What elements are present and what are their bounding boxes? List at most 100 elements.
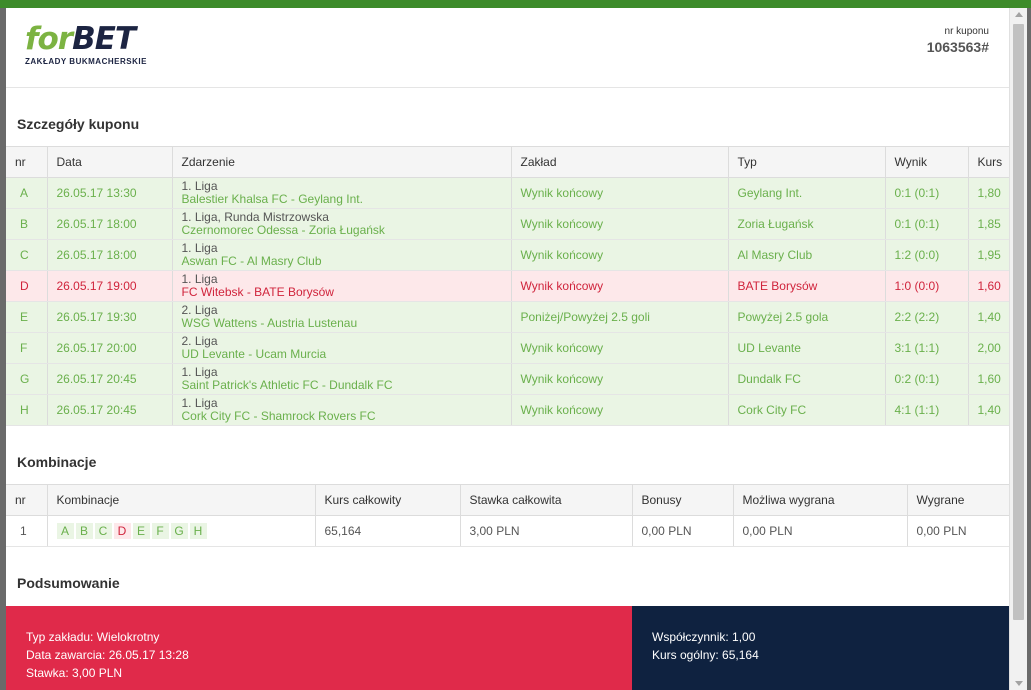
selection-odds: 1,85: [968, 208, 1009, 240]
selection-event-name: Czernomorec Odessa - Zoria Ługańsk: [181, 223, 385, 237]
selection-league: 2. Liga: [181, 334, 218, 348]
summary-coefficient: Współczynnik: 1,00: [652, 630, 756, 644]
selection-date: 26.05.17 20:00: [47, 332, 173, 364]
selection-bet: Wynik końcowy: [511, 208, 729, 240]
selection-row: H 26.05.17 20:45 1. Liga Cork City FC - Sha…: [6, 394, 1009, 426]
selection-event-name: FC Witebsk - BATE Borysów: [181, 285, 334, 299]
combinations-col-header: Wygrane: [907, 484, 1009, 516]
combination-letter-badge: G: [170, 523, 188, 539]
scroll-thumb[interactable]: [1013, 24, 1024, 620]
selection-league: 1. Liga: [181, 272, 218, 286]
selection-result: 0:2 (0:1): [885, 363, 969, 395]
combination-letter-badge: D: [113, 523, 131, 539]
selection-date: 26.05.17 19:00: [47, 270, 173, 302]
selection-type: Al Masry Club: [728, 239, 886, 271]
summary-bet-type: Typ zakładu: Wielokrotny: [26, 630, 160, 644]
combinations-col-header: nr: [6, 484, 48, 516]
summary-date: Data zawarcia: 26.05.17 13:28: [26, 648, 189, 662]
selection-event: 1. Liga Aswan FC - Al Masry Club: [172, 239, 512, 271]
combination-possible-win: 0,00 PLN: [733, 515, 908, 547]
selection-row: A 26.05.17 13:30 1. Liga Balestier Khalsa F…: [6, 177, 1009, 209]
combination-bonus: 0,00 PLN: [632, 515, 734, 547]
combination-won: 0,00 PLN: [907, 515, 1009, 547]
selection-bet: Wynik końcowy: [511, 177, 729, 209]
selection-nr: B: [6, 208, 48, 240]
logo-subtitle: ZAKŁADY BUKMACHERSKIE: [25, 57, 147, 66]
details-section-title: Szczegóły kuponu: [17, 116, 140, 132]
combination-letter-badge: C: [94, 523, 112, 539]
selection-event-name: Saint Patrick's Athletic FC - Dundalk FC: [181, 378, 393, 392]
selection-type: Zoria Ługańsk: [728, 208, 886, 240]
selection-result: 3:1 (1:1): [885, 332, 969, 364]
selection-odds: 1,60: [968, 363, 1009, 395]
selection-event: 1. Liga, Runda Mistrzowska Czernomorec Od…: [172, 208, 512, 240]
summary-stake: Stawka: 3,00 PLN: [26, 666, 123, 680]
selection-row: E 26.05.17 19:30 2. Liga WSG Wattens - Aust…: [6, 301, 1009, 333]
selection-league: 1. Liga: [181, 396, 218, 410]
details-col-header: Zakład: [511, 146, 729, 178]
selection-date: 26.05.17 18:00: [47, 239, 173, 271]
selection-type: Dundalk FC: [728, 363, 886, 395]
selection-nr: H: [6, 394, 48, 426]
background-overlay-left: [0, 8, 6, 690]
combinations-section-title: Kombinacje: [17, 454, 97, 470]
selection-bet: Wynik końcowy: [511, 394, 729, 426]
selection-nr: A: [6, 177, 48, 209]
selection-event-name: UD Levante - Ucam Murcia: [181, 347, 327, 361]
selection-row: G 26.05.17 20:45 1. Liga Saint Patrick's At…: [6, 363, 1009, 395]
summary-total-odds: Kurs ogólny: 65,164: [652, 648, 759, 662]
forbet-logo: forBET ZAKŁADY BUKMACHERSKIE: [25, 23, 147, 66]
selection-odds: 1,80: [968, 177, 1009, 209]
selection-result: 4:1 (1:1): [885, 394, 969, 426]
selection-bet: Wynik końcowy: [511, 270, 729, 302]
combination-row: 1 A B C D E F G H 65,164 3,00 PLN 0,00 PLN 0,00 PLN 0…: [6, 515, 1009, 547]
summary-right: Współczynnik: 1,00 Kurs ogólny: 65,164: [632, 606, 1009, 690]
selection-nr: G: [6, 363, 48, 395]
combinations-col-header: Kurs całkowity: [315, 484, 461, 516]
summary-left: Typ zakładu: Wielokrotny Data zawarcia: …: [6, 606, 632, 690]
selection-event: 1. Liga FC Witebsk - BATE Borysów: [172, 270, 512, 302]
selection-date: 26.05.17 20:45: [47, 363, 173, 395]
selection-result: 0:1 (0:1): [885, 177, 969, 209]
selection-league: 2. Liga: [181, 303, 218, 317]
combination-nr: 1: [6, 515, 48, 547]
combination-letter-badge: E: [132, 523, 150, 539]
combinations-col-header: Stawka całkowita: [460, 484, 633, 516]
modal-scrollbar[interactable]: [1009, 8, 1027, 690]
combinations-col-header: Bonusy: [632, 484, 734, 516]
coupon-number-block: nr kuponu 1063563#: [927, 26, 989, 55]
selection-odds: 1,95: [968, 239, 1009, 271]
combinations-table-header: nr Kombinacje Kurs całkowity Stawka całkowi…: [6, 484, 1009, 516]
selection-league: 1. Liga: [181, 241, 218, 255]
selection-bet: Wynik końcowy: [511, 332, 729, 364]
selection-result: 1:2 (0:0): [885, 239, 969, 271]
selection-result: 0:1 (0:1): [885, 208, 969, 240]
combinations-col-header: Możliwa wygrana: [733, 484, 908, 516]
selection-type: Cork City FC: [728, 394, 886, 426]
selection-type: Powyżej 2.5 gola: [728, 301, 886, 333]
modal-header: forBET ZAKŁADY BUKMACHERSKIE nr kuponu 1…: [6, 8, 1009, 88]
details-col-header: nr: [6, 146, 48, 178]
selection-type: UD Levante: [728, 332, 886, 364]
selection-event-name: Cork City FC - Shamrock Rovers FC: [181, 409, 376, 423]
selection-league: 1. Liga, Runda Mistrzowska: [181, 210, 329, 224]
scroll-up-arrow-icon[interactable]: [1015, 12, 1023, 17]
selection-event: 1. Liga Saint Patrick's Athletic FC - Dun…: [172, 363, 512, 395]
selection-type: BATE Borysów: [728, 270, 886, 302]
coupon-modal: forBET ZAKŁADY BUKMACHERSKIE nr kuponu 1…: [6, 8, 1009, 690]
coupon-number-value: 1063563#: [926, 39, 989, 55]
scroll-down-arrow-icon[interactable]: [1015, 681, 1023, 686]
combination-total-stake: 3,00 PLN: [460, 515, 633, 547]
selection-nr: F: [6, 332, 48, 364]
details-col-header: Data: [47, 146, 173, 178]
selection-date: 26.05.17 20:45: [47, 394, 173, 426]
background-page-header: [0, 0, 1031, 8]
selection-event-name: Balestier Khalsa FC - Geylang Int.: [181, 192, 363, 206]
selection-result: 1:0 (0:0): [885, 270, 969, 302]
selection-nr: D: [6, 270, 48, 302]
selection-event: 2. Liga UD Levante - Ucam Murcia: [172, 332, 512, 364]
summary-section-title: Podsumowanie: [17, 575, 120, 591]
selection-event-name: WSG Wattens - Austria Lustenau: [181, 316, 358, 330]
selection-nr: E: [6, 301, 48, 333]
